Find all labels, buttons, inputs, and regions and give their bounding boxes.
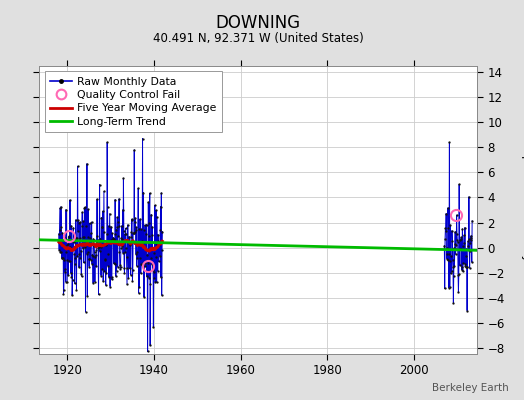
Five Year Moving Average xyxy=(145,248,151,253)
Raw Monthly Data xyxy=(145,349,151,354)
Five Year Moving Average xyxy=(143,248,149,252)
Raw Monthly Data xyxy=(108,224,114,229)
Raw Monthly Data xyxy=(148,256,154,261)
Five Year Moving Average xyxy=(56,240,62,244)
Text: 40.491 N, 92.371 W (United States): 40.491 N, 92.371 W (United States) xyxy=(152,32,364,45)
Legend: Raw Monthly Data, Quality Control Fail, Five Year Moving Average, Long-Term Tren: Raw Monthly Data, Quality Control Fail, … xyxy=(45,72,222,132)
Raw Monthly Data xyxy=(143,231,149,236)
Five Year Moving Average xyxy=(64,245,71,250)
Line: Five Year Moving Average: Five Year Moving Average xyxy=(59,240,162,251)
Raw Monthly Data xyxy=(56,232,62,236)
Raw Monthly Data xyxy=(151,250,157,255)
Raw Monthly Data xyxy=(64,241,71,246)
Text: DOWNING: DOWNING xyxy=(215,14,301,32)
Raw Monthly Data xyxy=(139,136,146,141)
Five Year Moving Average xyxy=(146,249,152,254)
Line: Raw Monthly Data: Raw Monthly Data xyxy=(57,137,165,354)
Five Year Moving Average xyxy=(148,246,154,251)
Raw Monthly Data xyxy=(145,200,151,204)
Five Year Moving Average xyxy=(125,238,131,243)
Five Year Moving Average xyxy=(108,241,114,246)
Raw Monthly Data xyxy=(159,229,166,234)
Five Year Moving Average xyxy=(151,247,157,252)
Y-axis label: Temperature Anomaly (°C): Temperature Anomaly (°C) xyxy=(521,131,524,289)
Text: Berkeley Earth: Berkeley Earth xyxy=(432,383,508,393)
Five Year Moving Average xyxy=(159,239,166,244)
